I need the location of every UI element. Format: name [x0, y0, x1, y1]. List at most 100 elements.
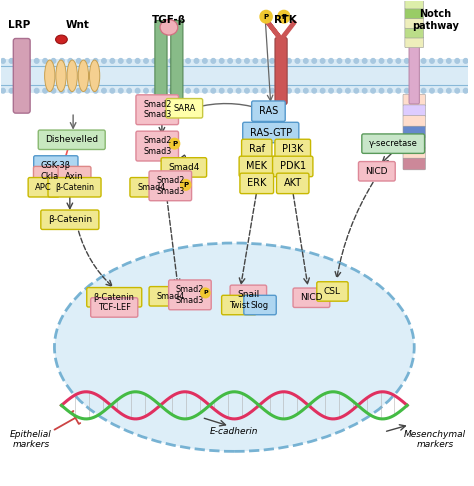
Circle shape — [287, 88, 291, 93]
Text: γ-secretase: γ-secretase — [369, 139, 418, 148]
Circle shape — [303, 58, 308, 63]
Text: PI3K: PI3K — [282, 144, 303, 155]
Circle shape — [9, 88, 14, 93]
FancyBboxPatch shape — [403, 148, 426, 159]
Text: P: P — [264, 14, 269, 20]
FancyBboxPatch shape — [403, 137, 426, 149]
Circle shape — [371, 88, 375, 93]
Text: LRP: LRP — [8, 20, 30, 30]
Circle shape — [413, 88, 418, 93]
FancyBboxPatch shape — [230, 285, 266, 305]
Circle shape — [455, 88, 459, 93]
Circle shape — [337, 88, 342, 93]
Circle shape — [379, 88, 384, 93]
Circle shape — [76, 88, 81, 93]
FancyBboxPatch shape — [149, 171, 191, 201]
FancyBboxPatch shape — [403, 126, 426, 138]
Circle shape — [236, 58, 241, 63]
Circle shape — [329, 58, 333, 63]
Circle shape — [312, 88, 317, 93]
Circle shape — [278, 58, 283, 63]
FancyBboxPatch shape — [169, 280, 211, 310]
Circle shape — [26, 88, 30, 93]
Circle shape — [85, 58, 90, 63]
Ellipse shape — [90, 60, 100, 91]
FancyBboxPatch shape — [403, 116, 426, 127]
FancyBboxPatch shape — [149, 287, 191, 306]
FancyBboxPatch shape — [405, 8, 424, 18]
Circle shape — [337, 58, 342, 63]
Circle shape — [236, 88, 241, 93]
Circle shape — [26, 58, 30, 63]
Circle shape — [201, 288, 210, 298]
Circle shape — [430, 88, 434, 93]
Circle shape — [60, 88, 64, 93]
Circle shape — [270, 88, 274, 93]
FancyBboxPatch shape — [275, 37, 287, 104]
Circle shape — [186, 58, 190, 63]
Text: Raf: Raf — [249, 144, 265, 155]
Circle shape — [186, 88, 190, 93]
Circle shape — [388, 58, 392, 63]
Circle shape — [1, 58, 5, 63]
FancyBboxPatch shape — [87, 288, 142, 307]
Text: GSK-3β: GSK-3β — [41, 161, 71, 170]
Circle shape — [43, 58, 47, 63]
Circle shape — [76, 58, 81, 63]
Text: RTK: RTK — [274, 15, 297, 25]
Circle shape — [181, 179, 191, 190]
Circle shape — [421, 58, 426, 63]
Text: NICD: NICD — [365, 167, 388, 176]
FancyBboxPatch shape — [243, 122, 299, 143]
FancyBboxPatch shape — [273, 156, 313, 176]
Text: Smad2
Smad3: Smad2 Smad3 — [176, 285, 204, 305]
FancyBboxPatch shape — [358, 161, 395, 181]
Circle shape — [18, 58, 22, 63]
Text: CSL: CSL — [324, 287, 341, 296]
Circle shape — [211, 88, 216, 93]
FancyBboxPatch shape — [161, 157, 207, 177]
Text: E-cadherin: E-cadherin — [210, 427, 259, 435]
Circle shape — [93, 58, 98, 63]
FancyBboxPatch shape — [403, 158, 426, 170]
FancyBboxPatch shape — [13, 38, 30, 113]
Ellipse shape — [160, 19, 178, 35]
Circle shape — [320, 88, 325, 93]
Text: MEK: MEK — [246, 161, 267, 172]
Circle shape — [219, 88, 224, 93]
Circle shape — [396, 58, 401, 63]
Circle shape — [253, 58, 257, 63]
Circle shape — [144, 88, 148, 93]
Circle shape — [35, 88, 39, 93]
Circle shape — [354, 58, 358, 63]
FancyBboxPatch shape — [136, 95, 179, 124]
Circle shape — [447, 88, 451, 93]
FancyBboxPatch shape — [405, 17, 424, 28]
FancyBboxPatch shape — [403, 94, 426, 106]
FancyBboxPatch shape — [405, 0, 424, 9]
FancyBboxPatch shape — [317, 282, 348, 301]
Text: Smad4: Smad4 — [156, 292, 184, 301]
Circle shape — [68, 88, 73, 93]
Text: Notch
pathway: Notch pathway — [412, 9, 459, 31]
Circle shape — [421, 88, 426, 93]
Circle shape — [354, 88, 358, 93]
Circle shape — [1, 88, 5, 93]
Circle shape — [329, 88, 333, 93]
Circle shape — [464, 88, 468, 93]
Circle shape — [127, 88, 131, 93]
Circle shape — [194, 88, 199, 93]
Circle shape — [9, 58, 14, 63]
FancyBboxPatch shape — [166, 99, 203, 118]
Circle shape — [177, 58, 182, 63]
Circle shape — [136, 88, 140, 93]
FancyBboxPatch shape — [276, 173, 309, 193]
Circle shape — [144, 58, 148, 63]
FancyBboxPatch shape — [242, 139, 272, 160]
FancyBboxPatch shape — [91, 298, 138, 317]
FancyBboxPatch shape — [244, 295, 276, 315]
Circle shape — [346, 88, 350, 93]
Circle shape — [43, 88, 47, 93]
Text: Smad2
Smad3: Smad2 Smad3 — [143, 100, 172, 120]
Ellipse shape — [55, 35, 67, 44]
